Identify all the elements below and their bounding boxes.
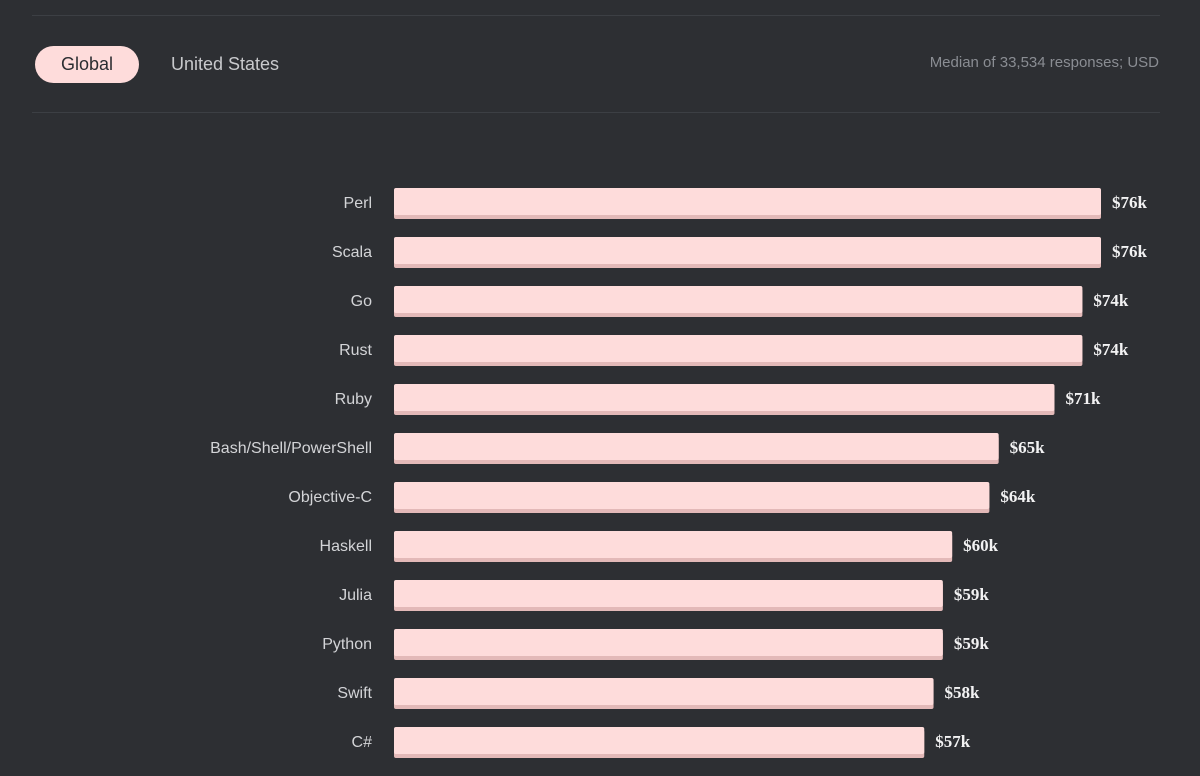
bar[interactable] <box>394 727 925 754</box>
bar[interactable] <box>394 580 943 607</box>
category-label: Bash/Shell/PowerShell <box>210 440 372 457</box>
top-divider <box>32 15 1160 16</box>
value-label: $58k <box>945 683 981 702</box>
category-label: Python <box>322 636 372 653</box>
category-label: Go <box>351 293 372 310</box>
category-label: Objective-C <box>288 489 372 506</box>
bar[interactable] <box>394 384 1055 411</box>
bar-row: Bash/Shell/PowerShell $65k <box>210 433 1045 464</box>
bar[interactable] <box>394 433 999 460</box>
value-label: $65k <box>1010 438 1046 457</box>
bar-row: Objective-C $64k <box>288 482 1036 513</box>
value-label: $60k <box>963 536 999 555</box>
bar-row: Scala $76k <box>332 237 1148 268</box>
bar[interactable] <box>394 678 934 705</box>
value-label: $74k <box>1093 291 1129 310</box>
bar-row: Python $59k <box>322 629 989 660</box>
bar-row: C# $57k <box>352 727 971 758</box>
header-divider <box>32 112 1160 113</box>
bar[interactable] <box>394 188 1101 215</box>
value-label: $74k <box>1093 340 1129 359</box>
category-label: Julia <box>339 587 372 604</box>
tab-united-states[interactable]: United States <box>171 54 280 74</box>
value-label: $64k <box>1000 487 1036 506</box>
category-label: Swift <box>337 685 372 702</box>
value-label: $59k <box>954 585 990 604</box>
category-label: Perl <box>344 195 372 212</box>
category-label: Ruby <box>335 391 372 408</box>
value-label: $71k <box>1065 389 1101 408</box>
value-label: $76k <box>1112 193 1148 212</box>
value-label: $59k <box>954 634 990 653</box>
tab-global[interactable]: Global <box>35 46 139 83</box>
bar-row: Julia $59k <box>339 580 989 611</box>
chart-subtitle: Median of 33,534 responses; USD <box>929 54 1159 71</box>
category-label: C# <box>352 734 373 751</box>
value-label: $57k <box>935 732 971 751</box>
bar[interactable] <box>394 531 953 558</box>
bar-row: Perl $76k <box>344 188 1148 219</box>
category-label: Scala <box>332 244 372 261</box>
value-label: $76k <box>1112 242 1148 261</box>
bar-row: Swift $58k <box>337 678 980 709</box>
bar[interactable] <box>394 335 1083 362</box>
bar-row: Haskell $60k <box>320 531 999 562</box>
category-label: Rust <box>339 342 372 359</box>
bar[interactable] <box>394 482 990 509</box>
bar-row: Ruby $71k <box>335 384 1101 415</box>
bar-row: Go $74k <box>351 286 1129 317</box>
bar[interactable] <box>394 629 943 656</box>
bar-row: Rust $74k <box>339 335 1129 366</box>
bar[interactable] <box>394 237 1101 264</box>
bar[interactable] <box>394 286 1083 313</box>
category-label: Haskell <box>320 538 372 555</box>
